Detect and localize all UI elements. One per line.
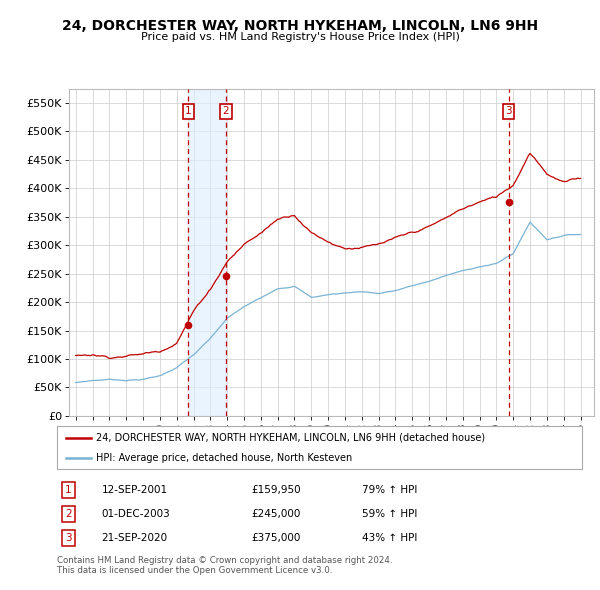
Text: 43% ↑ HPI: 43% ↑ HPI — [361, 533, 417, 543]
Text: 3: 3 — [65, 533, 72, 543]
Text: Contains HM Land Registry data © Crown copyright and database right 2024.: Contains HM Land Registry data © Crown c… — [57, 556, 392, 565]
Text: HPI: Average price, detached house, North Kesteven: HPI: Average price, detached house, Nort… — [97, 453, 353, 463]
Text: 21-SEP-2020: 21-SEP-2020 — [101, 533, 168, 543]
Text: 59% ↑ HPI: 59% ↑ HPI — [361, 509, 417, 519]
Text: 2: 2 — [65, 509, 72, 519]
Text: 12-SEP-2001: 12-SEP-2001 — [101, 485, 168, 495]
Text: £159,950: £159,950 — [251, 485, 301, 495]
Bar — [188, 88, 226, 416]
Text: £245,000: £245,000 — [251, 509, 301, 519]
Text: 1: 1 — [65, 485, 72, 495]
Text: 01-DEC-2003: 01-DEC-2003 — [101, 509, 170, 519]
FancyBboxPatch shape — [57, 426, 582, 469]
Text: 3: 3 — [505, 106, 512, 116]
Text: 1: 1 — [185, 106, 192, 116]
Text: 24, DORCHESTER WAY, NORTH HYKEHAM, LINCOLN, LN6 9HH (detached house): 24, DORCHESTER WAY, NORTH HYKEHAM, LINCO… — [97, 432, 485, 442]
Text: 2: 2 — [223, 106, 229, 116]
Text: 24, DORCHESTER WAY, NORTH HYKEHAM, LINCOLN, LN6 9HH: 24, DORCHESTER WAY, NORTH HYKEHAM, LINCO… — [62, 19, 538, 33]
Text: Price paid vs. HM Land Registry's House Price Index (HPI): Price paid vs. HM Land Registry's House … — [140, 32, 460, 42]
Text: £375,000: £375,000 — [251, 533, 301, 543]
Text: This data is licensed under the Open Government Licence v3.0.: This data is licensed under the Open Gov… — [57, 566, 332, 575]
Text: 79% ↑ HPI: 79% ↑ HPI — [361, 485, 417, 495]
